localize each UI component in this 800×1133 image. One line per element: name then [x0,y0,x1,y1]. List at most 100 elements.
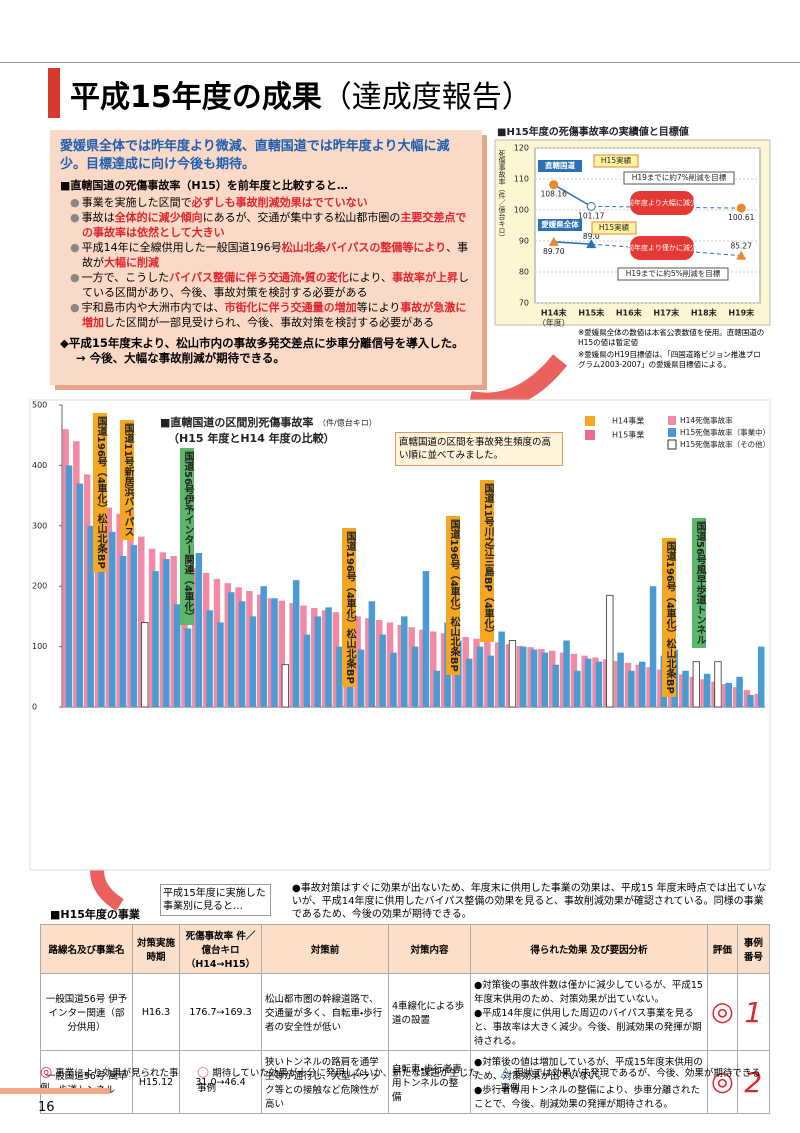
x-tick-label: H17末 [653,308,679,318]
y-tick-label: 120 [514,144,529,153]
legend-label: H15事業 [612,430,644,440]
bullet: 事故は全体的に減少傾向にあるが、交通が集中する松山都市圏の主要交差点での事故率は… [82,210,472,240]
bullet-segment: 一方で、こうした [81,271,170,284]
cell-evaluation: ◎ [707,973,738,1051]
bar [289,603,296,707]
y-axis-label: 死傷事故率（件／億台キロ） [498,150,506,241]
bar [703,673,711,707]
bar [152,571,159,707]
chart-note: ※愛媛県のH19目標値は、「四国道路ビジョン推進プログラム2003-2007」の… [578,350,761,369]
table-header: 路線名及び事業名 対策実施時期 死傷事故率 件／億台キロ（H14→H15） 対策前 対策… [40,924,771,974]
series-line [553,241,592,245]
legend-item: △ 現状では効果が未発現であるが、今後、効果が期待できる事例 [500,1064,761,1094]
cell-effects: ●対策後の事故件数は僅かに減少しているが、平成15年度末供用のため、対策効果が出… [470,973,708,1051]
cell-measure: 4車線化による歩道の設置 [388,973,471,1051]
bar [700,679,707,707]
bar-chart-subtitle: （H15 年度とH14 年度の比較） [168,431,335,445]
series-line [553,184,592,208]
bar [195,552,203,707]
x-tick-label: H19末 [728,308,754,318]
legend-swatch [668,416,676,425]
middle-note-left: 平成15年度に実施した事業別に見ると… [160,884,271,916]
point [736,203,746,213]
table-body: 一般国道56号 伊予インター関連（部分供用） H16.3 176.7→169.3 松山… [40,973,771,1114]
bar [249,616,257,707]
cell-before: 松山都市圏の幹線道路で、交通量が多く、自転車・歩行者の安全性が低い [261,973,389,1051]
bar [138,536,145,707]
bar [747,694,754,707]
bar [238,601,246,707]
bar [202,572,210,707]
bullet-segment: 松山北条バイパスの整備等により [281,241,447,254]
bar-chart-title: ■直轄国道の区間別死傷事故率 [160,415,313,429]
bar [581,655,588,707]
page-title: 平成15年度の成果（達成度報告） [70,72,532,116]
bar [530,649,538,707]
series-name-box [538,219,582,231]
bar [379,634,386,707]
bar [184,628,192,707]
bar [635,664,643,707]
value-label: 89.0 [583,232,600,241]
bar [314,616,322,707]
bar [397,624,405,707]
annotation-box [617,267,729,281]
legend-label: H15死傷事故率（その他） [680,439,770,449]
bar [527,647,534,707]
table-row: 一般国道56号 風早歩道トンネルH15.1231.0→46.4狭いトンネルの路肩… [40,1050,771,1114]
bullet: 宇和島市内や大洲市内では、市街化に伴う交通量の増加等により事故が急激に増加した区… [82,300,472,330]
bar [494,642,502,707]
bar [714,661,722,708]
bar [722,684,729,707]
annotation: H19までに約7%削減を目標 [632,172,727,182]
legend-swatch [667,439,677,450]
y-tick-label: 400 [32,461,47,470]
bar [548,650,556,707]
y-tick-label: 90 [519,237,529,246]
annotation-box [623,171,735,185]
title-bar [48,68,60,118]
bullet-segment: 、事故が [82,241,469,269]
bar [570,653,578,707]
annotation: 前年度より大幅に減少 [627,198,697,207]
bar [321,610,329,707]
bar [433,670,440,707]
y-tick-label: 300 [32,521,47,530]
bar [430,631,437,707]
cell-name: 一般国道56号 伊予インター関連（部分供用） [40,973,133,1051]
effect-text: ●歩行者専用トンネルの整備により、歩車分離されたことで、今後、削減効果の発揮が期… [474,1085,701,1110]
bar [613,661,621,707]
y-tick-label: 200 [32,582,47,591]
callout: 国道196号（4車化）松山北条BP [662,538,676,697]
title-main: 平成15年度の成果 [70,80,322,115]
bar [206,610,213,707]
effect-text: ●対策後の値は増加しているが、平成15年度末供用のため、対策効果が出ていない。 [474,1057,703,1082]
bar [508,640,517,708]
point [586,239,597,249]
bar [476,646,484,707]
summary-box: 愛媛県全体では昨年度より微減、直轄国道では昨年度より大幅に減少。目標達成に向け今… [50,130,482,385]
bar [336,646,343,707]
bar [628,670,635,707]
bar [484,640,491,707]
y-tick-label: 100 [32,642,47,651]
annotation: 前年度より僅かに減少 [627,243,697,252]
bar [386,622,394,707]
bullet-segment: 等により [356,301,401,314]
bar-chart-unit: （件/億台キロ） [318,418,377,428]
bar [325,607,332,707]
callout: 国道56号伊予インター関連（4車化） [180,448,194,625]
value-label: 85.27 [731,242,753,251]
bar [357,649,365,707]
bar [170,556,177,707]
bar [408,627,415,707]
summary-subheading: ■直轄国道の死傷事故率（H15）を前年度と比較すると… [60,179,348,192]
bullet-segment: により、 [348,271,393,284]
y-tick-label: 0 [32,703,37,712]
summary-bullets: 事業を実施した区間で必ずしも事故削減効果はでていない事故は全体的に減少傾向にある… [60,195,472,330]
bullet-segment: した区間が一部見受けられ、今後、事故対策を検討する必要がある [104,316,435,329]
bar [98,504,105,707]
projects-table: 路線名及び事業名 対策実施時期 死傷事故率 件／億台キロ（H14→H15） 対策前 対策… [40,924,771,1114]
table-row: 一般国道56号 伊予インター関連（部分供用） H16.3 176.7→169.3 松山… [40,973,771,1051]
